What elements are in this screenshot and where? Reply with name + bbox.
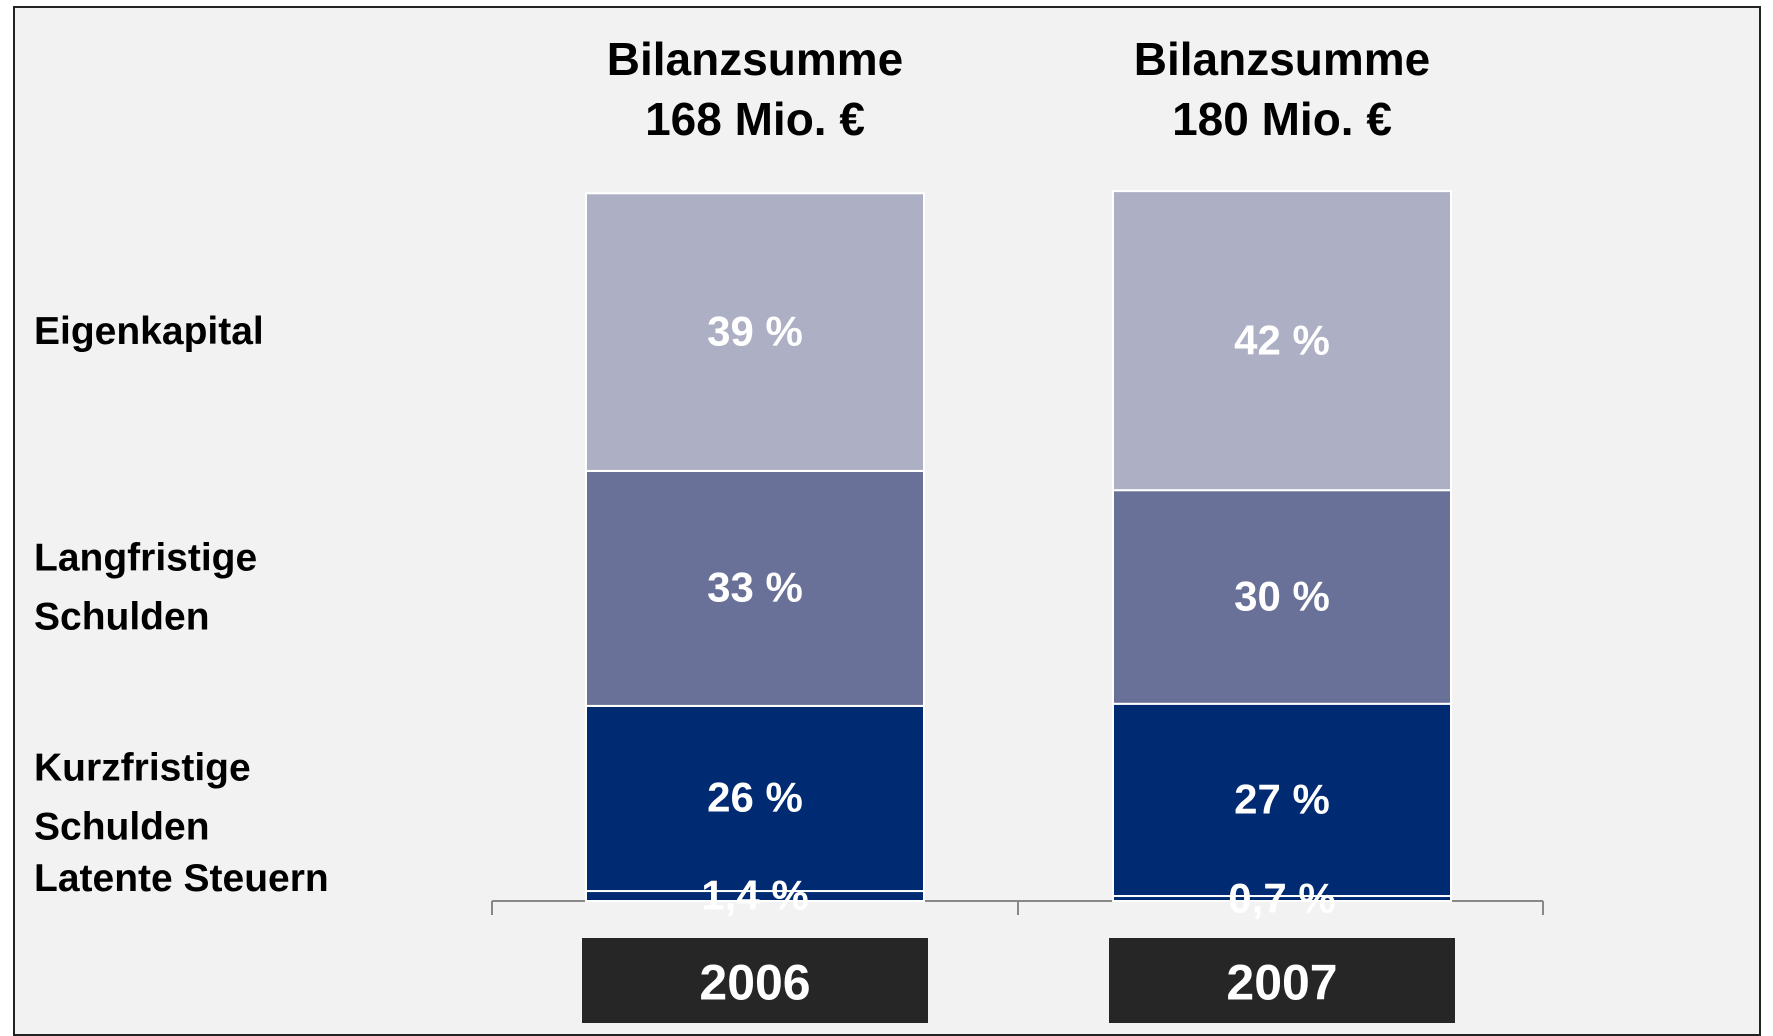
value-label: 33 % [707,564,803,612]
legend-label: Langfristige Schulden [34,536,258,639]
column-header: Bilanzsumme 180 Mio. € [1072,30,1492,150]
column-header-line: Bilanzsumme [1133,33,1431,85]
column-header-line: 168 Mio. € [645,92,865,145]
value-label: 42 % [1234,316,1330,364]
value-label: 39 % [707,307,803,355]
bar-segment [585,469,925,707]
value-label: 30 % [1234,572,1330,620]
legend-label: Latente Steuern [34,856,329,900]
x-tick-label: 2006 [699,954,811,1011]
bar-segment [1112,190,1452,492]
bar-segment [1112,489,1452,705]
column-header: Bilanzsumme 168 Mio. € [545,30,965,150]
value-label: 26 % [707,774,803,822]
category-box [582,938,928,1023]
bar-segment [585,192,925,472]
legend-label: Eigenkapital [34,309,264,353]
x-tick-label: 2007 [1226,954,1338,1011]
legend-label: Kurzfristige Schulden [34,746,251,849]
column-header-line: Bilanzsumme [606,33,904,85]
value-label: 0,7 % [1228,874,1336,922]
value-label: 1,4 % [701,871,809,919]
column-header-line: 180 Mio. € [1172,92,1392,145]
value-label: 27 % [1234,775,1330,823]
category-box [1109,938,1455,1023]
bar-segment [1112,702,1452,898]
